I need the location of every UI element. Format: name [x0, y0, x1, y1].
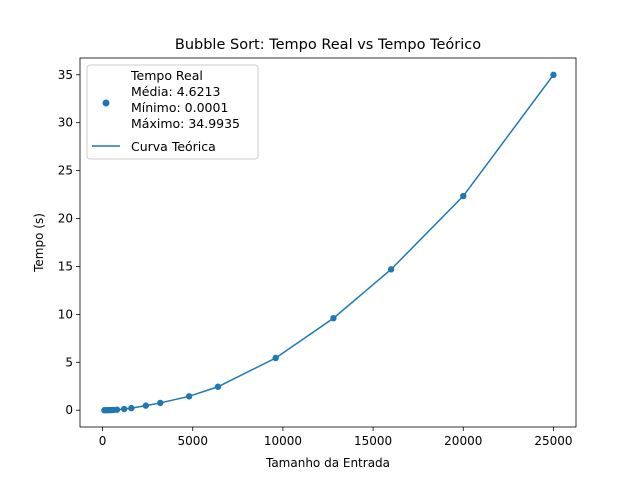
real-time-point [214, 383, 222, 390]
real-time-point [460, 192, 467, 200]
real-time-point [113, 406, 121, 413]
x-tick-label: 10000 [264, 434, 302, 448]
x-axis: 0 5000 10000 15000 20000 25000 [99, 427, 573, 448]
y-tick-label: 20 [58, 212, 73, 226]
real-time-point [550, 71, 557, 79]
legend-min: Mínimo: 0.0001 [131, 100, 228, 115]
y-tick-label: 35 [58, 68, 73, 82]
real-time-point [387, 266, 395, 273]
plot-frame [79, 57, 577, 428]
legend-label-real: Tempo Real [130, 68, 203, 83]
real-time-point [330, 315, 337, 322]
legend-marker-real [102, 99, 110, 107]
x-tick-label: 20000 [444, 434, 482, 448]
real-time-point [272, 354, 279, 362]
real-time-point [142, 402, 150, 409]
data-marks [101, 71, 557, 414]
x-tick-label: 0 [99, 434, 107, 448]
legend-max: Máximo: 34.9935 [131, 116, 240, 131]
x-tick-label: 25000 [534, 434, 572, 448]
real-time-point [185, 393, 193, 400]
y-tick-label: 0 [65, 403, 73, 417]
legend: Tempo Real Média: 4.6213 Mínimo: 0.0001 … [86, 64, 259, 160]
chart-title: Bubble Sort: Tempo Real vs Tempo Teórico [175, 37, 481, 53]
legend-box [86, 64, 259, 160]
y-tick-label: 15 [58, 259, 73, 273]
y-axis: 0 5 10 15 20 25 30 35 [58, 68, 80, 417]
x-tick-label: 15000 [354, 434, 392, 448]
y-axis-label: Tempo (s) [32, 213, 46, 273]
y-tick-label: 5 [65, 355, 73, 369]
legend-mean: Média: 4.6213 [131, 84, 220, 99]
legend-label-theory: Curva Teórica [131, 139, 216, 154]
x-axis-label: Tamanho da Entrada [265, 456, 390, 470]
y-tick-label: 10 [58, 307, 73, 321]
real-time-point [128, 404, 135, 412]
real-time-point [120, 405, 128, 413]
y-tick-label: 25 [58, 164, 73, 178]
real-time-point [157, 399, 164, 407]
x-tick-label: 5000 [177, 434, 208, 448]
y-tick-label: 30 [58, 116, 73, 130]
